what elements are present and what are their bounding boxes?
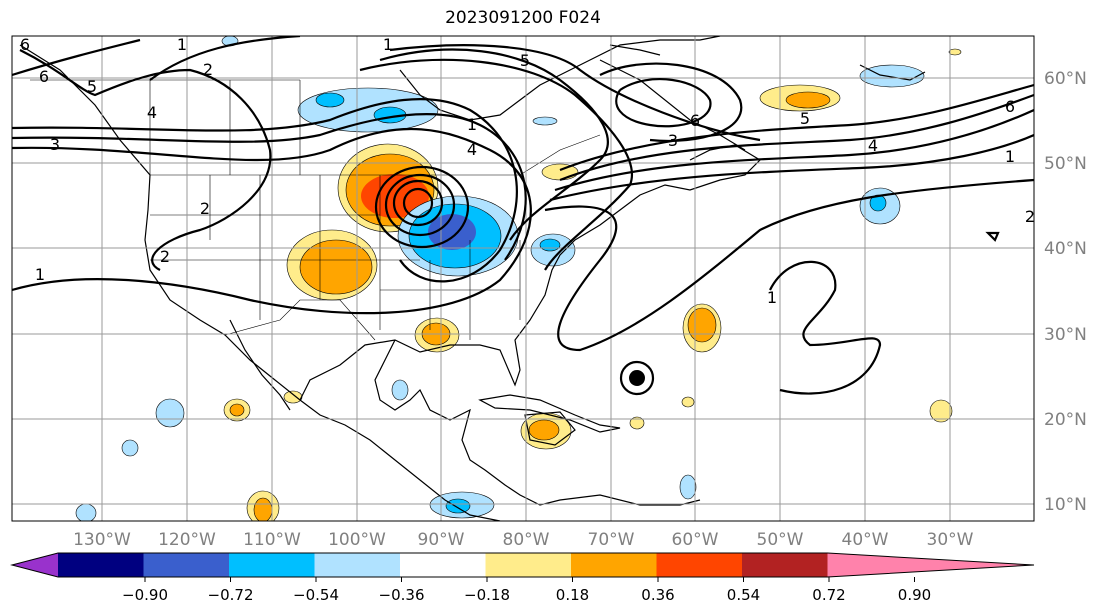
contour-label: 2 <box>203 60 213 79</box>
contour-label: 4 <box>147 103 157 122</box>
lon-label: 110°W <box>243 530 301 550</box>
colorbar-tick-label: 0.72 <box>812 586 845 604</box>
colorbar-extend-min <box>12 553 58 577</box>
contour-label: 1 <box>467 115 477 134</box>
latitude-labels: 60°N 50°N 40°N 30°N 20°N 10°N <box>1044 69 1087 515</box>
lon-label: 120°W <box>158 530 216 550</box>
lon-label: 80°W <box>503 530 550 550</box>
colorbar-segment <box>742 553 828 577</box>
colorbar-tick-label: −0.36 <box>379 586 425 604</box>
lon-label: 100°W <box>328 530 386 550</box>
colorbar-segment <box>571 553 657 577</box>
contours <box>12 36 1034 396</box>
contour-label: 5 <box>520 51 530 70</box>
contour-label: 1 <box>177 35 187 54</box>
colorbar-tick-label: 0.90 <box>898 586 931 604</box>
colorbar-extend-max <box>827 553 1034 577</box>
contour-label: 1 <box>1005 147 1015 166</box>
colorbar-tick-label: 0.18 <box>556 586 589 604</box>
contour-label: 3 <box>668 131 678 150</box>
contour-label: 2 <box>200 199 210 218</box>
lon-label: 40°W <box>842 530 889 550</box>
colorbar-outline <box>10 552 1035 578</box>
contour-label: 2 <box>1025 207 1035 226</box>
colorbar-tick-label: −0.90 <box>122 586 168 604</box>
contour-label: 1 <box>35 265 45 284</box>
colorbar-segment <box>143 553 229 577</box>
contour-label: 2 <box>160 247 170 266</box>
contour-label: 5 <box>800 109 810 128</box>
map-area: 6 6 5 4 3 2 1 2 1 2 1 4 5 6 5 4 1 6 1 2 <box>12 35 1035 521</box>
colorbar-tick-label: −0.54 <box>293 586 339 604</box>
contour-label: 4 <box>868 136 878 155</box>
colorbar: −0.90 −0.72 −0.54 −0.36 −0.18 0.18 0.36 0.54 0.7… <box>10 552 1035 604</box>
lon-label: 30°W <box>927 530 974 550</box>
lat-label: 30°N <box>1044 325 1087 345</box>
contour-label: 1 <box>383 35 393 54</box>
coastlines <box>19 36 926 521</box>
colorbar-tick-label: 0.36 <box>641 586 674 604</box>
lat-label: 50°N <box>1044 154 1087 174</box>
lon-label: 130°W <box>73 530 131 550</box>
longitude-labels: 130°W 120°W 110°W 100°W 90°W 80°W 70°W 6… <box>73 530 974 550</box>
lat-label: 20°N <box>1044 410 1087 430</box>
colorbar-segment <box>400 553 486 577</box>
contour-label: 1 <box>767 288 777 307</box>
contour-label: 6 <box>39 67 49 86</box>
lon-label: 50°W <box>757 530 804 550</box>
lat-label: 10°N <box>1044 495 1087 515</box>
lat-label: 60°N <box>1044 69 1087 89</box>
contour-label: 6 <box>20 35 30 54</box>
colorbar-tick-label: −0.18 <box>464 586 510 604</box>
colorbar-tick-label: −0.72 <box>208 586 254 604</box>
contour-labels: 6 6 5 4 3 2 1 2 1 2 1 4 5 6 5 4 1 6 1 2 <box>20 35 1035 307</box>
contour-label: 6 <box>690 111 700 130</box>
map-frame <box>11 35 1035 522</box>
colorbar-segment <box>229 553 315 577</box>
figure-title: 2023091200 F024 <box>445 8 601 28</box>
colorbar-segment <box>314 553 400 577</box>
contour-label: 3 <box>50 135 60 154</box>
lon-label: 60°W <box>672 530 719 550</box>
lon-label: 90°W <box>418 530 465 550</box>
colorbar-segment <box>58 553 144 577</box>
contour-label: 4 <box>467 140 477 159</box>
colorbar-segment <box>485 553 571 577</box>
contour-label: 5 <box>87 77 97 96</box>
lon-label: 70°W <box>588 530 635 550</box>
colorbar-tick-label: 0.54 <box>727 586 760 604</box>
colorbar-segment <box>656 553 742 577</box>
contour-label: 6 <box>1005 97 1015 116</box>
lat-label: 40°N <box>1044 239 1087 259</box>
